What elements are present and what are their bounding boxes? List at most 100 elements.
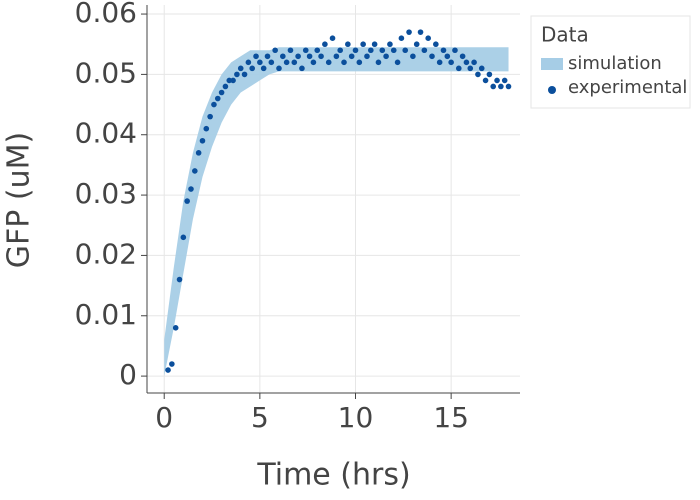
data-point bbox=[322, 41, 328, 48]
data-point bbox=[230, 77, 236, 84]
y-tick-label: 0.03 bbox=[75, 177, 137, 210]
data-point bbox=[245, 59, 252, 66]
y-tick-label: 0.01 bbox=[75, 298, 137, 331]
data-point bbox=[291, 59, 298, 66]
data-point bbox=[444, 53, 451, 60]
data-point bbox=[184, 198, 190, 204]
legend-title: Data bbox=[541, 23, 589, 47]
data-point bbox=[417, 29, 424, 35]
data-point bbox=[368, 47, 374, 54]
y-tick-label: 0 bbox=[119, 358, 137, 391]
data-point bbox=[433, 41, 439, 48]
data-point bbox=[463, 59, 470, 66]
x-tick-label: 0 bbox=[155, 401, 173, 434]
data-point bbox=[440, 47, 447, 54]
data-point bbox=[406, 29, 412, 35]
data-point bbox=[452, 47, 458, 54]
data-point bbox=[299, 65, 305, 72]
y-tick-label: 0.05 bbox=[75, 56, 137, 89]
data-point bbox=[383, 53, 389, 60]
data-point bbox=[249, 65, 256, 72]
data-point bbox=[268, 59, 275, 66]
data-point bbox=[475, 71, 481, 78]
x-tick-label: 15 bbox=[433, 401, 469, 434]
data-point bbox=[264, 53, 271, 60]
data-point bbox=[467, 65, 474, 72]
data-point bbox=[295, 53, 301, 60]
data-point bbox=[429, 53, 435, 60]
data-point bbox=[276, 65, 282, 72]
data-point bbox=[234, 71, 240, 78]
data-point bbox=[260, 65, 267, 72]
x-axis-title: Time (hrs) bbox=[256, 458, 410, 493]
data-point bbox=[341, 59, 347, 66]
data-point bbox=[410, 53, 416, 60]
data-point bbox=[402, 47, 409, 54]
data-point bbox=[345, 41, 351, 48]
data-point bbox=[478, 65, 485, 72]
data-point bbox=[364, 53, 370, 60]
data-point bbox=[505, 83, 512, 90]
data-point bbox=[387, 41, 393, 48]
y-axis-title: GFP (uM) bbox=[2, 132, 37, 268]
data-point bbox=[371, 41, 378, 48]
data-point bbox=[413, 41, 420, 48]
data-point bbox=[207, 113, 213, 120]
data-point bbox=[498, 83, 504, 90]
data-point bbox=[318, 53, 324, 60]
data-point bbox=[241, 71, 248, 78]
legend-label: experimental bbox=[568, 77, 687, 98]
data-point bbox=[356, 59, 363, 66]
data-point bbox=[337, 47, 343, 54]
data-point bbox=[283, 59, 290, 66]
data-point bbox=[203, 125, 210, 132]
data-point bbox=[494, 77, 500, 84]
y-tick-label: 0.06 bbox=[75, 0, 137, 29]
data-point bbox=[226, 77, 233, 84]
data-point bbox=[425, 35, 431, 41]
data-point bbox=[394, 59, 401, 66]
data-point bbox=[379, 47, 386, 54]
data-point bbox=[459, 53, 466, 60]
x-tick-label: 5 bbox=[251, 401, 269, 434]
data-point bbox=[214, 95, 221, 102]
data-point bbox=[272, 47, 278, 54]
legend-swatch bbox=[541, 58, 563, 70]
data-point bbox=[176, 276, 183, 283]
data-point bbox=[188, 186, 194, 192]
data-point bbox=[482, 77, 489, 84]
data-point bbox=[448, 59, 454, 66]
data-point bbox=[180, 234, 187, 241]
data-point bbox=[455, 65, 462, 72]
data-point bbox=[501, 77, 508, 84]
data-point bbox=[421, 47, 428, 54]
data-point bbox=[329, 35, 336, 41]
data-point bbox=[471, 59, 477, 66]
data-point bbox=[310, 59, 317, 66]
data-point bbox=[325, 59, 332, 66]
data-point bbox=[287, 47, 294, 54]
legend-label: simulation bbox=[568, 53, 662, 74]
data-point bbox=[306, 53, 313, 60]
data-point bbox=[348, 53, 355, 60]
data-point bbox=[199, 137, 206, 144]
data-point bbox=[302, 47, 309, 54]
data-point bbox=[253, 53, 259, 60]
data-point bbox=[390, 47, 397, 54]
data-point bbox=[436, 59, 443, 66]
data-point bbox=[257, 59, 263, 66]
data-point bbox=[222, 83, 229, 90]
x-tick-label: 10 bbox=[338, 401, 374, 434]
data-point bbox=[333, 53, 340, 60]
y-tick-label: 0.02 bbox=[75, 237, 137, 270]
data-point bbox=[352, 47, 359, 54]
data-point bbox=[314, 47, 321, 54]
data-point bbox=[486, 71, 493, 78]
data-point bbox=[165, 367, 171, 373]
data-point bbox=[195, 150, 202, 156]
data-point bbox=[211, 101, 217, 108]
data-point bbox=[192, 168, 198, 174]
data-point bbox=[490, 83, 497, 90]
data-point bbox=[398, 35, 405, 41]
